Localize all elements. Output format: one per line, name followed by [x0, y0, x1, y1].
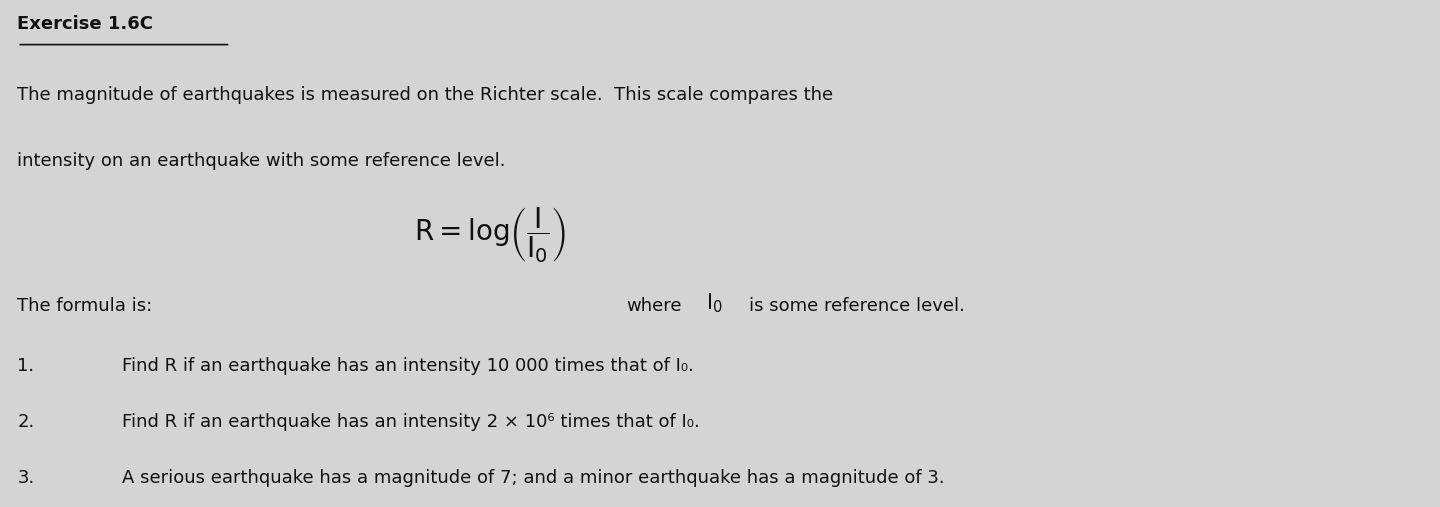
Text: $\mathregular{R = log}\left(\dfrac{\mathregular{I}}{\mathregular{I_0}}\right)$: $\mathregular{R = log}\left(\dfrac{\math… — [413, 206, 566, 266]
Text: $\mathregular{I_0}$: $\mathregular{I_0}$ — [706, 292, 723, 315]
Text: Find R if an earthquake has an intensity 2 × 10⁶ times that of I₀.: Find R if an earthquake has an intensity… — [122, 413, 700, 431]
Text: A serious earthquake has a magnitude of 7; and a minor earthquake has a magnitud: A serious earthquake has a magnitude of … — [122, 469, 945, 487]
Text: Find R if an earthquake has an intensity 10 000 times that of I₀.: Find R if an earthquake has an intensity… — [122, 357, 694, 376]
Text: 2.: 2. — [17, 413, 35, 431]
Text: Exercise 1.6C: Exercise 1.6C — [17, 15, 153, 33]
Text: The magnitude of earthquakes is measured on the Richter scale.  This scale compa: The magnitude of earthquakes is measured… — [17, 86, 834, 104]
Text: intensity on an earthquake with some reference level.: intensity on an earthquake with some ref… — [17, 152, 505, 170]
Text: 1.: 1. — [17, 357, 35, 376]
Text: is some reference level.: is some reference level. — [749, 297, 965, 315]
Text: 3.: 3. — [17, 469, 35, 487]
Text: The formula is:: The formula is: — [17, 297, 153, 315]
Text: where: where — [626, 297, 683, 315]
